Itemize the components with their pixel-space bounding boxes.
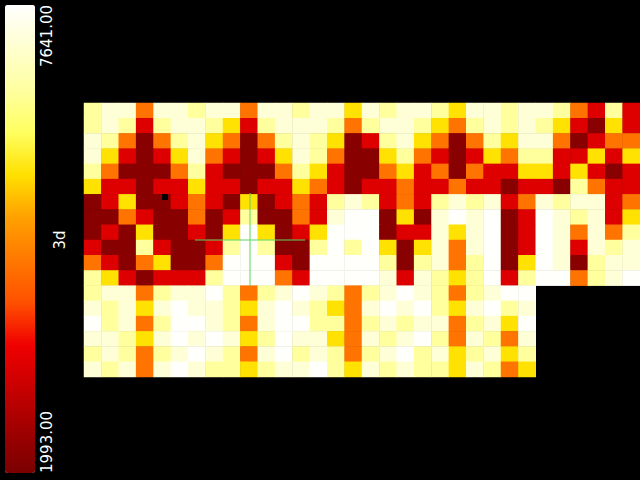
svg-text:3d: 3d (51, 230, 69, 249)
svg-text:1993.00: 1993.00 (38, 411, 56, 473)
svg-text:7641.00: 7641.00 (38, 5, 56, 67)
